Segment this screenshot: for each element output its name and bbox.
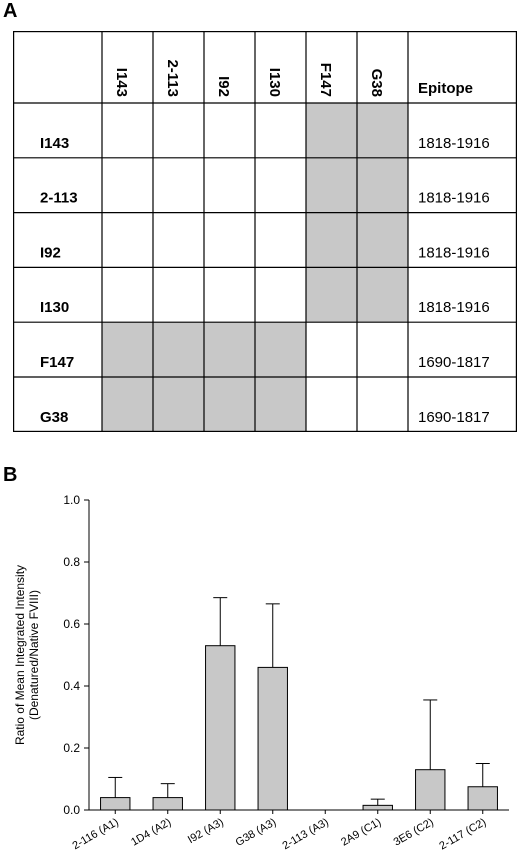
matrix-shaded-cell — [255, 322, 306, 377]
bar — [362, 804, 393, 811]
matrix-epitope-value: 1818-1916 — [418, 190, 490, 207]
y-tick-label: 0.4 — [63, 679, 80, 693]
x-tick-label: 2A9 (C1) — [339, 816, 383, 848]
matrix-shaded-cell — [153, 322, 204, 377]
x-tick-label: I92 (A3) — [186, 816, 226, 846]
matrix-shaded-cell — [306, 267, 357, 323]
y-tick-label: 0.2 — [63, 741, 80, 755]
panel-a-label: A — [3, 0, 18, 22]
matrix-shaded-cell — [204, 322, 255, 377]
matrix-shaded-cell — [306, 157, 357, 213]
matrix-shaded-cell — [306, 103, 357, 158]
epitope-matrix: I143 2-113 I92 I130 F147 G38 Epitope I143 1818-1… — [13, 31, 517, 432]
matrix-epitope-value: 1818-1916 — [418, 244, 490, 261]
matrix-row-label: I92 — [40, 244, 61, 261]
bar-chart: 0.0 0.2 0.4 0.6 0.8 1.0 Ratio of Mean Integrat… — [13, 493, 509, 852]
matrix-shaded-cell — [357, 157, 408, 213]
bar — [152, 797, 183, 811]
matrix-row-label: F147 — [40, 354, 74, 371]
matrix-shaded-cell — [255, 377, 306, 432]
bar — [257, 666, 288, 811]
matrix-epitope-header: Epitope — [418, 80, 473, 97]
matrix-row-label: 2-113 — [40, 190, 78, 207]
matrix-epitope-value: 1690-1817 — [418, 354, 490, 371]
panel-b-label: B — [3, 464, 18, 486]
bar — [467, 786, 498, 811]
x-tick-label: 2-116 (A1) — [70, 816, 120, 852]
matrix-epitope-value: 1818-1916 — [418, 299, 490, 316]
matrix-shaded-cell — [357, 267, 408, 323]
matrix-col-header: 2-113 — [164, 59, 181, 97]
matrix-row-label: I130 — [40, 299, 69, 316]
matrix-col-header: F147 — [317, 63, 334, 97]
matrix-row-label: I143 — [40, 135, 69, 152]
x-tick-label: 1D4 (A2) — [129, 816, 173, 848]
matrix-border — [13, 31, 517, 432]
y-tick-label: 0.0 — [63, 803, 80, 817]
matrix-shaded-cell — [102, 377, 153, 432]
matrix-row-label: G38 — [40, 409, 68, 426]
bar — [205, 645, 236, 811]
matrix-epitope-value: 1818-1916 — [418, 135, 490, 152]
matrix-shaded-cell — [102, 322, 153, 377]
x-tick-label: 3E6 (C2) — [392, 816, 436, 848]
matrix-grid — [13, 31, 517, 432]
matrix-shaded-cell — [357, 103, 408, 158]
bar — [415, 769, 446, 811]
matrix-col-header: I130 — [266, 68, 283, 97]
matrix-col-header: I143 — [113, 68, 130, 97]
matrix-shaded-cell — [204, 377, 255, 432]
y-tick-label: 1.0 — [63, 493, 80, 507]
matrix-col-header: G38 — [368, 69, 385, 97]
matrix-shaded-cell — [153, 377, 204, 432]
matrix-shaded-cell — [357, 212, 408, 268]
x-tick-label: 2-113 (A3) — [280, 816, 330, 852]
y-axis-label-line2: (Denatured/Native FVIII) — [27, 590, 41, 720]
bar — [100, 797, 131, 811]
matrix-col-header: I92 — [215, 76, 232, 97]
y-tick-label: 0.8 — [63, 555, 80, 569]
matrix-epitope-value: 1690-1817 — [418, 409, 490, 426]
y-axis-label: Ratio of Mean Integrated Intensity — [13, 565, 27, 745]
x-tick-label: G38 (A3) — [234, 816, 279, 849]
x-tick-label: 2-117 (C2) — [437, 816, 488, 852]
y-tick-label: 0.6 — [63, 617, 80, 631]
matrix-shaded-cell — [306, 212, 357, 268]
